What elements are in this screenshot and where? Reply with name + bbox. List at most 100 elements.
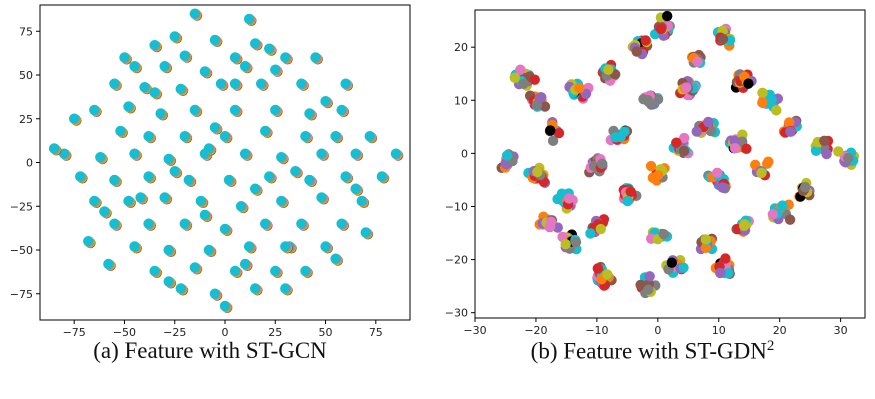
scatter-point-a	[270, 265, 281, 277]
scatter-point-a	[129, 61, 140, 72]
scatter-point-b	[536, 92, 547, 103]
x-tick-label-a: −50	[113, 326, 136, 339]
scatter-plot-a: −75 −50 −25 0 25 50 75 −75 −50 −25 0 25 50 75	[10, 4, 411, 339]
scatter-point-b	[622, 195, 633, 207]
scatter-point-b	[671, 137, 682, 148]
scatter-point-b	[560, 238, 571, 250]
scatter-point-b	[700, 242, 712, 253]
scatter-point-a	[129, 241, 140, 252]
scatter-point-b	[640, 35, 651, 46]
scatter-point-a	[199, 66, 211, 77]
scatter-point-a	[235, 201, 247, 212]
x-tick-label-a: 0	[222, 326, 229, 339]
scatter-point-a	[149, 40, 160, 51]
scatter-point-b	[777, 200, 788, 211]
scatter-point-b	[643, 284, 654, 295]
scatter-point-a	[119, 52, 130, 63]
scatter-point-a	[68, 113, 80, 124]
scatter-point-a	[219, 300, 231, 312]
scatter-point-a	[356, 195, 367, 207]
scatter-point-a	[109, 174, 120, 186]
scatter-point-a	[163, 276, 174, 287]
scatter-point-b	[700, 234, 711, 245]
scatter-point-b	[552, 222, 563, 233]
scatter-point-a	[143, 171, 154, 182]
scatter-point-b	[756, 167, 767, 179]
scatter-point-a	[209, 122, 221, 133]
scatter-point-b	[810, 145, 822, 157]
scatter-point-a	[99, 206, 110, 217]
scatter-point-a	[209, 288, 221, 299]
scatter-point-b	[574, 82, 585, 94]
scatter-point-a	[179, 218, 190, 229]
scatter-point-a	[195, 195, 207, 207]
scatter-point-a	[260, 218, 271, 229]
plot-frame-a	[39, 4, 411, 321]
scatter-point-a	[229, 104, 241, 116]
y-tick-label-a: 25	[19, 113, 33, 126]
scatter-point-a	[58, 148, 70, 159]
scatter-point-b	[592, 263, 604, 274]
scatter-point-a	[336, 104, 347, 116]
scatter-point-a	[304, 108, 315, 119]
scatter-point-a	[229, 265, 241, 277]
scatter-point-a	[296, 78, 307, 89]
scatter-point-a	[243, 13, 255, 25]
x-tick-label-a: 50	[319, 326, 333, 339]
scatter-point-a	[350, 183, 361, 194]
scatter-point-a	[109, 78, 120, 89]
scatter-point-a	[330, 131, 341, 142]
scatter-point-b	[645, 160, 657, 172]
scatter-point-b	[601, 269, 613, 280]
scatter-point-a	[139, 82, 150, 93]
scatter-point-a	[276, 195, 287, 207]
scatter-point-b	[644, 271, 655, 282]
scatter-point-a	[115, 125, 126, 137]
caption-a: (a) Feature with ST-GCN	[93, 338, 327, 363]
scatter-point-b	[784, 214, 796, 225]
scatter-point-b	[821, 148, 832, 160]
scatter-point-a	[159, 61, 170, 72]
x-tick-label-b: −10	[585, 324, 608, 337]
scatter-point-a	[229, 52, 241, 63]
scatter-point-a	[123, 101, 134, 112]
scatter-point-b	[631, 46, 642, 57]
x-tick-label-b: 20	[773, 324, 787, 337]
scatter-point-a	[199, 209, 211, 221]
scatter-point-a	[215, 78, 227, 89]
scatter-point-a	[89, 104, 100, 116]
scatter-point-b	[783, 117, 795, 128]
scatter-point-a	[189, 262, 201, 273]
scatter-point-a	[183, 174, 195, 186]
scatter-point-a	[123, 195, 134, 207]
scatter-point-a	[276, 152, 287, 163]
scatter-point-a	[175, 83, 186, 95]
scatter-point-b	[529, 74, 540, 85]
scatter-point-a	[255, 78, 267, 89]
scatter-point-b	[678, 262, 689, 273]
scatter-point-a	[350, 148, 361, 159]
scatter-point-a	[340, 78, 351, 89]
scatter-point-a	[135, 192, 146, 203]
scatter-point-a	[89, 195, 100, 207]
scatter-point-b	[717, 182, 728, 193]
scatter-point-a	[155, 108, 166, 119]
scatter-point-b	[819, 135, 830, 146]
scatter-point-a	[149, 87, 160, 98]
scatter-point-b	[563, 193, 575, 204]
scatter-point-b	[843, 152, 854, 164]
caption-b-text: (b) Feature with ST-GDN	[530, 338, 767, 364]
scatter-point-a	[330, 253, 341, 264]
scatter-point-b	[501, 150, 513, 161]
scatter-point-b	[532, 166, 543, 178]
scatter-point-b	[723, 268, 734, 279]
scatter-point-a	[360, 227, 371, 238]
scatter-point-a	[249, 283, 261, 294]
scatter-point-b	[739, 219, 750, 230]
scatter-point-a	[189, 104, 201, 116]
scatter-point-a	[316, 148, 327, 159]
scatter-point-a	[163, 244, 174, 256]
scatter-point-b	[638, 93, 649, 105]
scatter-point-b	[767, 209, 779, 220]
scatter-point-b	[652, 170, 664, 181]
